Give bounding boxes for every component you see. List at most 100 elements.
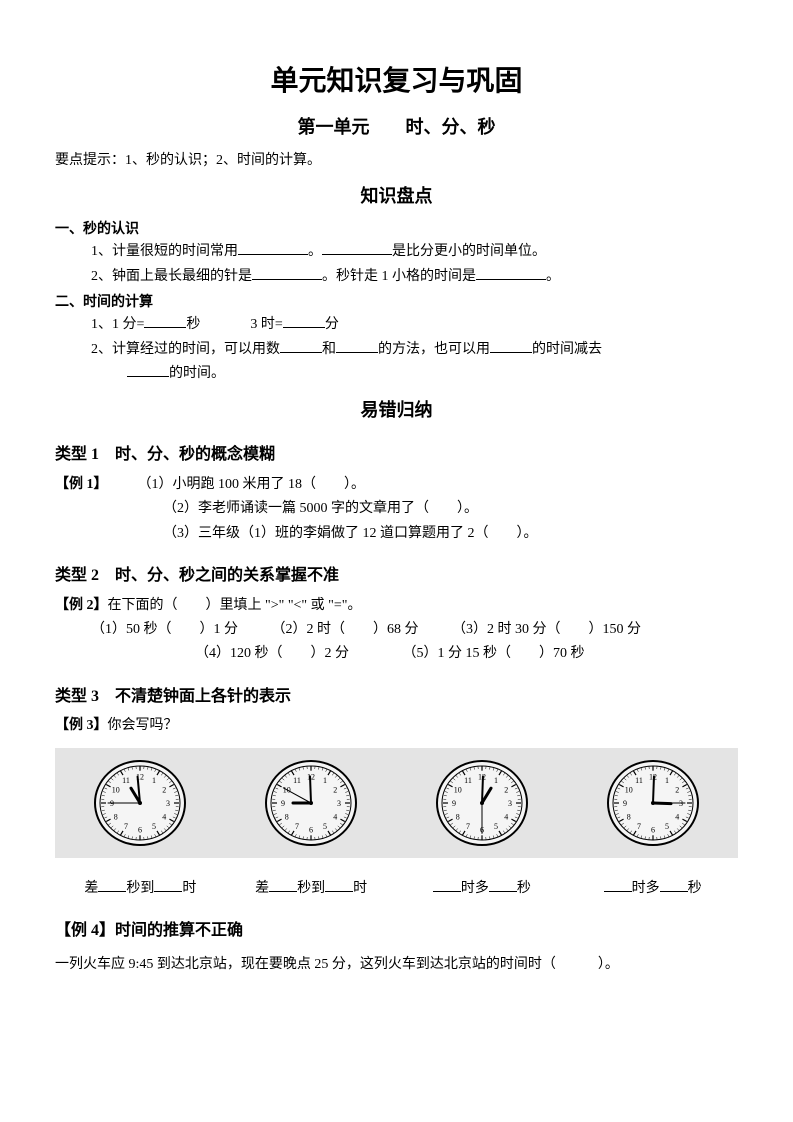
blank-input[interactable] xyxy=(322,241,392,255)
clock-label-3: 时多秒 xyxy=(397,878,568,900)
example1: 【例 1】 （1）小明跑 100 米用了 18（ ）。 xyxy=(55,474,738,496)
svg-text:4: 4 xyxy=(675,812,679,821)
text: （1）50 秒（ ）1 分 xyxy=(91,622,238,637)
type1-heading: 类型 1 时、分、秒的概念模糊 xyxy=(55,442,738,468)
svg-text:7: 7 xyxy=(466,822,470,831)
blank-input[interactable] xyxy=(325,878,353,892)
blank-input[interactable] xyxy=(98,878,126,892)
topic1-line2: 2、钟面上最长最细的针是。秒针走 1 小格的时间是。 xyxy=(55,266,738,288)
svg-text:9: 9 xyxy=(452,799,456,808)
svg-text:11: 11 xyxy=(464,776,472,785)
example2-row2: （4）120 秒（ ）2 分 （5）1 分 15 秒（ ）70 秒 xyxy=(55,643,738,665)
text: 时 xyxy=(632,881,646,896)
clock-labels-row: 差秒到时 差秒到时 时多秒 时多秒 xyxy=(55,878,738,900)
svg-text:4: 4 xyxy=(504,812,508,821)
blank-input[interactable] xyxy=(476,266,546,280)
text: 分 xyxy=(325,317,339,332)
svg-text:4: 4 xyxy=(333,812,337,821)
type4-heading: 【例 4】时间的推算不正确 xyxy=(55,918,738,944)
text: 多 xyxy=(646,881,660,896)
text: （2）2 时（ ）68 分 xyxy=(272,622,419,637)
blank-input[interactable] xyxy=(144,314,186,328)
text: 时 xyxy=(182,881,196,896)
svg-text:8: 8 xyxy=(285,812,289,821)
text: 时 xyxy=(461,881,475,896)
topic2-heading: 二、时间的计算 xyxy=(55,292,738,314)
example3-label: 【例 3】 xyxy=(55,718,108,733)
blank-input[interactable] xyxy=(489,878,517,892)
example2-prompt: 在下面的（ ）里填上 ">" "<" 或 "="。 xyxy=(108,598,362,613)
example1-line1: （1）小明跑 100 米用了 18（ ）。 xyxy=(138,477,366,492)
svg-text:9: 9 xyxy=(281,799,285,808)
svg-text:10: 10 xyxy=(624,786,632,795)
svg-text:6: 6 xyxy=(309,825,313,834)
blank-input[interactable] xyxy=(283,314,325,328)
text: 1、1 分= xyxy=(91,317,144,332)
text: 差 xyxy=(84,881,98,896)
text: 的时间。 xyxy=(169,366,225,381)
blank-input[interactable] xyxy=(660,878,688,892)
text: （3）2 时 30 分（ ）150 分 xyxy=(452,622,641,637)
text: 2、钟面上最长最细的针是 xyxy=(91,269,252,284)
blank-input[interactable] xyxy=(336,339,378,353)
svg-text:7: 7 xyxy=(295,822,299,831)
text: 1、计量很短的时间常用 xyxy=(91,244,238,259)
svg-text:5: 5 xyxy=(323,822,327,831)
blank-input[interactable] xyxy=(269,878,297,892)
blank-input[interactable] xyxy=(238,241,308,255)
clock-label-1: 差秒到时 xyxy=(55,878,226,900)
svg-text:5: 5 xyxy=(665,822,669,831)
blank-input[interactable] xyxy=(127,363,169,377)
svg-text:7: 7 xyxy=(124,822,128,831)
svg-text:2: 2 xyxy=(333,786,337,795)
svg-text:1: 1 xyxy=(323,776,327,785)
topic1-heading: 一、秒的认识 xyxy=(55,219,738,241)
blank-input[interactable] xyxy=(433,878,461,892)
blank-input[interactable] xyxy=(604,878,632,892)
svg-text:8: 8 xyxy=(456,812,460,821)
svg-text:10: 10 xyxy=(112,786,120,795)
blank-input[interactable] xyxy=(280,339,322,353)
example3-prompt: 你会写吗？ xyxy=(108,718,178,733)
svg-text:2: 2 xyxy=(504,786,508,795)
example4-text: 一列火车应 9:45 到达北京站，现在要晚点 25 分，这列火车到达北京站的时间… xyxy=(55,954,738,976)
text: （4）120 秒（ ）2 分 xyxy=(195,646,349,661)
text: 的时间减去 xyxy=(532,342,602,357)
example1-line2: （2）李老师诵读一篇 5000 字的文章用了（ ）。 xyxy=(163,501,478,516)
svg-text:3: 3 xyxy=(166,799,170,808)
svg-text:6: 6 xyxy=(138,825,142,834)
clock-label-2: 差秒到时 xyxy=(226,878,397,900)
example1-label: 【例 1】 xyxy=(55,477,108,492)
svg-text:2: 2 xyxy=(163,786,167,795)
main-title: 单元知识复习与巩固 xyxy=(55,60,738,105)
svg-text:1: 1 xyxy=(665,776,669,785)
example2-row1: （1）50 秒（ ）1 分 （2）2 时（ ）68 分 （3）2 时 30 分（… xyxy=(55,619,738,641)
topic2-line2-cont: 的时间。 xyxy=(55,363,738,385)
text: 秒到 xyxy=(297,881,325,896)
topic1-line1: 1、计量很短的时间常用。是比分更小的时间单位。 xyxy=(55,241,738,263)
section-heading-errors: 易错归纳 xyxy=(55,396,738,425)
blank-input[interactable] xyxy=(252,266,322,280)
example2: 【例 2】在下面的（ ）里填上 ">" "<" 或 "="。 xyxy=(55,595,738,617)
svg-text:10: 10 xyxy=(454,786,462,795)
text: 差 xyxy=(255,881,269,896)
type2-heading: 类型 2 时、分、秒之间的关系掌握不准 xyxy=(55,563,738,589)
clock-face-1: 121234567891011 xyxy=(90,758,190,848)
svg-text:4: 4 xyxy=(163,812,167,821)
example1-line3-wrap: （3）三年级（1）班的李娟做了 12 道口算题用了 2（ ）。 xyxy=(55,523,738,545)
blank-input[interactable] xyxy=(490,339,532,353)
text: 3 时= xyxy=(250,317,282,332)
svg-text:2: 2 xyxy=(675,786,679,795)
topic2-line2: 2、计算经过的时间，可以用数和的方法，也可以用的时间减去 xyxy=(55,339,738,361)
tip-line: 要点提示：1、秒的认识；2、时间的计算。 xyxy=(55,150,738,172)
blank-input[interactable] xyxy=(154,878,182,892)
type3-heading: 类型 3 不清楚钟面上各针的表示 xyxy=(55,684,738,710)
clock-face-3: 121234567891011 xyxy=(432,758,532,848)
svg-text:7: 7 xyxy=(637,822,641,831)
text: 。秒针走 1 小格的时间是 xyxy=(322,269,476,284)
text: （5）1 分 15 秒（ ）70 秒 xyxy=(403,646,585,661)
svg-text:9: 9 xyxy=(623,799,627,808)
svg-text:11: 11 xyxy=(123,776,131,785)
clock-face-4: 121234567891011 xyxy=(603,758,703,848)
svg-text:3: 3 xyxy=(508,799,512,808)
